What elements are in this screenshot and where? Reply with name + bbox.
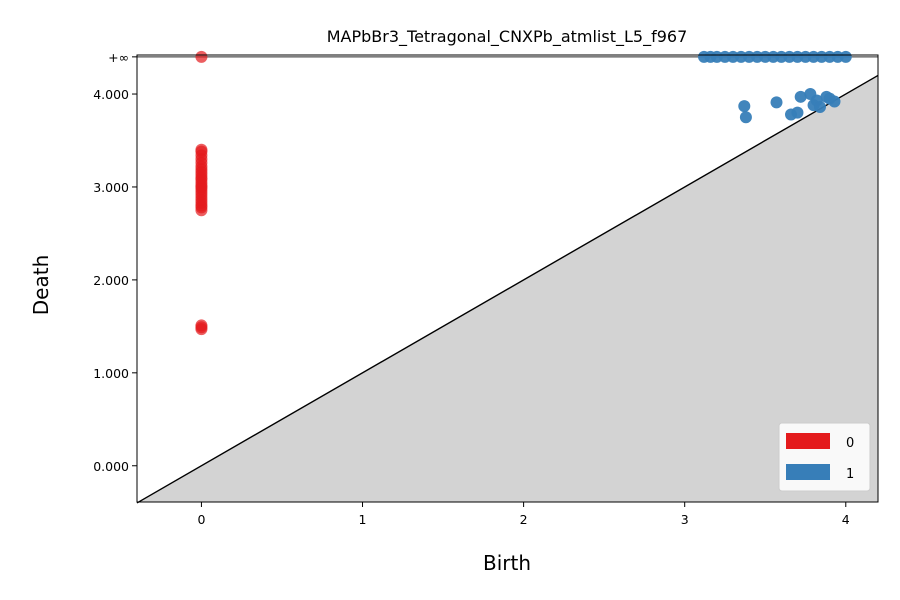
point-h1 (738, 100, 751, 113)
data-points (195, 50, 852, 336)
point-h1 (814, 101, 827, 114)
y-tick-label: 2.000 (93, 273, 129, 288)
y-axis-label: Death (29, 255, 53, 315)
legend-swatch-h0 (786, 433, 830, 449)
point-h0 (195, 319, 208, 332)
legend-swatch-h1 (786, 464, 830, 480)
point-h1 (828, 95, 841, 108)
y-tick-label: 4.000 (93, 87, 129, 102)
legend-label-h0: 0 (846, 436, 854, 451)
x-tick-label: 2 (520, 512, 528, 527)
x-axis: 0 1 2 3 4 (197, 502, 850, 527)
point-h0 (195, 143, 208, 156)
y-tick-label: 3.000 (93, 180, 129, 195)
infinite-point-h0 (195, 50, 208, 63)
point-h1 (794, 90, 807, 103)
y-tick-label: 1.000 (93, 366, 129, 381)
point-h1 (739, 111, 752, 124)
x-tick-label: 1 (359, 512, 367, 527)
chart-title: MAPbBr3_Tetragonal_CNXPb_atmlist_L5_f967 (327, 27, 688, 47)
y-tick-label: 0.000 (93, 459, 129, 474)
infinity-tick-label: +∞ (108, 50, 129, 65)
y-axis: 0.000 1.000 2.000 3.000 4.000 (93, 56, 137, 474)
x-tick-label: 4 (842, 512, 850, 527)
diagonal-line (136, 74, 879, 504)
plot-frame (136, 54, 879, 503)
x-tick-label: 3 (681, 512, 689, 527)
x-axis-label: Birth (483, 551, 531, 575)
point-h1 (770, 96, 783, 109)
x-tick-label: 0 (197, 512, 205, 527)
legend-label-h1: 1 (846, 467, 854, 482)
plot-area (136, 50, 879, 504)
infinite-point-h1 (839, 50, 852, 63)
legend: 01 (778, 422, 871, 492)
point-h1 (791, 106, 804, 119)
